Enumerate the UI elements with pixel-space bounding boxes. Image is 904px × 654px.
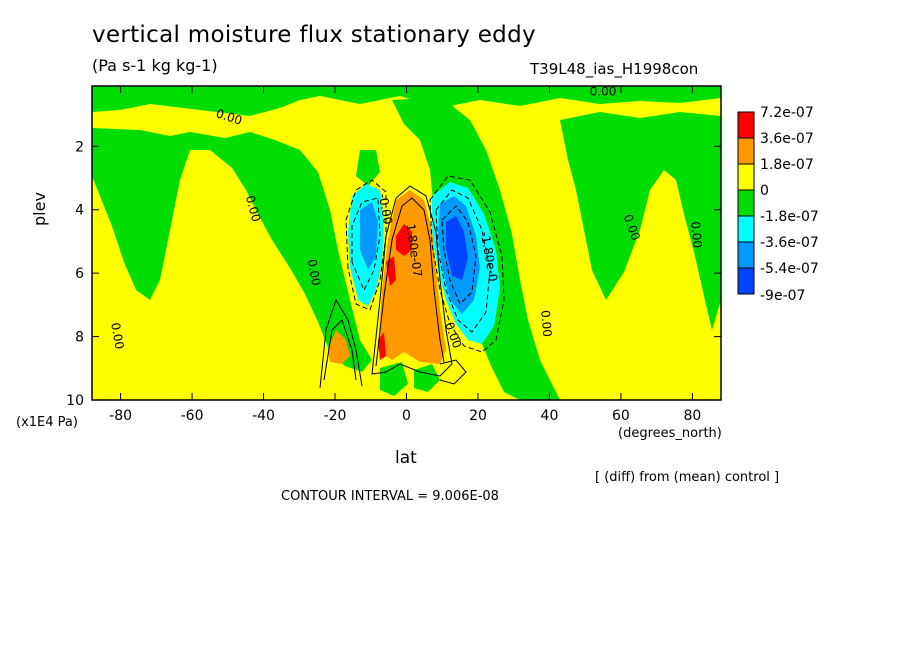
- run-label: T39L48_ias_H1998con: [530, 60, 699, 78]
- y-tick-label: 2: [75, 139, 84, 155]
- x-tick-label: 40: [541, 408, 559, 424]
- legend-label: 1.8e-07: [760, 157, 814, 173]
- y-tick-label: 10: [66, 393, 84, 409]
- legend-swatch: [737, 189, 755, 217]
- y-axis-units: (x1E4 Pa): [16, 415, 78, 430]
- legend-label: -5.4e-07: [760, 261, 819, 277]
- contour-label: 0.00: [108, 321, 126, 350]
- contour-lines: [319, 185, 467, 389]
- contour-label: 0.00: [590, 85, 617, 99]
- negative-contours: [345, 175, 505, 353]
- plot-area: 0.000.000.000.000.00-0.001.80e-07 -1.80e-…: [92, 85, 721, 400]
- x-tick-label: 20: [469, 408, 487, 424]
- x-tick-label: -40: [252, 408, 275, 424]
- x-axis-label: lat: [395, 448, 417, 468]
- diff-note: [ (diff) from (mean) control ]: [595, 470, 780, 485]
- legend-swatch: [737, 137, 755, 165]
- chart-units: (Pa s-1 kg kg-1): [92, 56, 218, 75]
- legend-swatch: [737, 111, 755, 139]
- x-tick-label: -20: [324, 408, 347, 424]
- y-tick-label: 4: [75, 203, 84, 219]
- y-tick-label: 6: [75, 266, 84, 282]
- contour-label: 0.00: [243, 194, 263, 223]
- x-tick-label: -80: [109, 408, 132, 424]
- color-legend: 7.2e-07 3.6e-07 1.8e-07 0 -1.8e-07 -3.6e-07 -5…: [737, 105, 819, 304]
- y-ticks: 2 4 6 8 10: [66, 139, 721, 409]
- legend-label: 0: [760, 183, 769, 199]
- chart-title: vertical moisture flux stationary eddy: [92, 22, 536, 48]
- legend-label: 3.6e-07: [760, 131, 814, 147]
- contour-label: 0.00: [305, 258, 323, 287]
- x-tick-label: -60: [181, 408, 204, 424]
- legend-swatch: [737, 241, 755, 269]
- contour-label: 0.00: [538, 310, 554, 338]
- field-negative-max: [446, 216, 468, 280]
- x-tick-label: 80: [683, 408, 701, 424]
- legend-swatch: [737, 215, 755, 243]
- x-tick-label: 0: [402, 408, 411, 424]
- legend-swatch: [737, 163, 755, 191]
- contour-label: -0.00: [376, 192, 395, 225]
- x-ticks: -80 -60 -40 -20 0 20 40 60 80: [109, 86, 701, 424]
- contour-label: 0.00: [688, 221, 704, 249]
- legend-label: -9e-07: [760, 288, 805, 304]
- legend-swatch: [737, 267, 755, 295]
- y-tick-label: 8: [75, 330, 84, 346]
- contour-interval: CONTOUR INTERVAL = 9.006E-08: [281, 489, 499, 504]
- field-positive-high: [378, 224, 412, 360]
- legend-label: 7.2e-07: [760, 105, 814, 121]
- legend-label: -3.6e-07: [760, 235, 819, 251]
- legend-label: -1.8e-07: [760, 209, 819, 225]
- x-tick-label: 60: [612, 408, 630, 424]
- x-axis-units: (degrees_north): [618, 426, 722, 441]
